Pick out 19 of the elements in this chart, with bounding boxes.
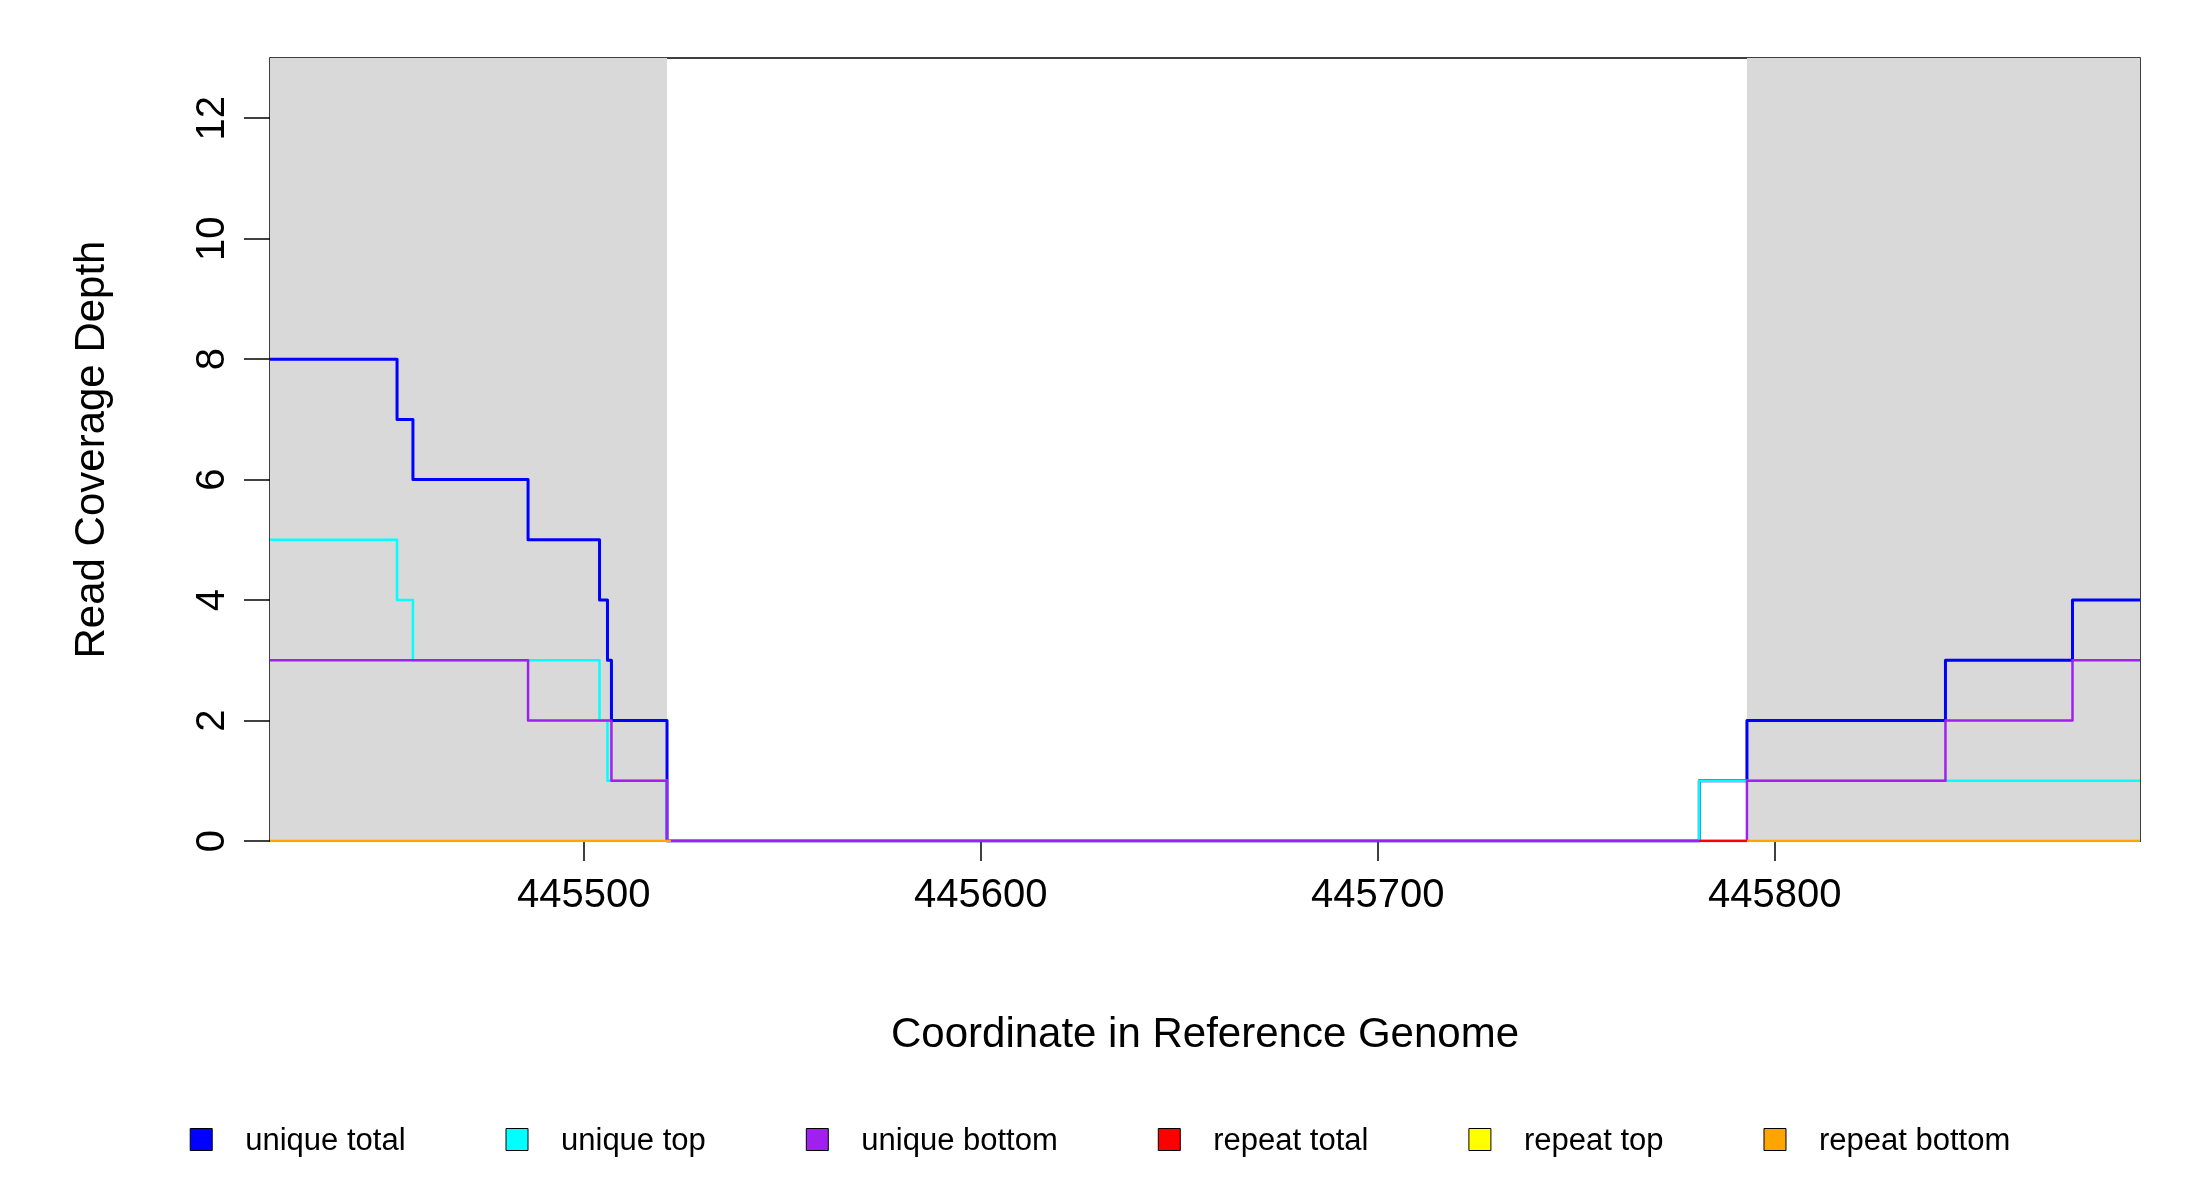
y-tick-label: 0 [188, 829, 232, 853]
x-tick-label: 445800 [1707, 871, 1842, 915]
legend-label: repeat total [1213, 1122, 1369, 1157]
x-tick-label: 445500 [516, 871, 651, 915]
y-tick-label: 2 [188, 709, 232, 732]
y-tick-label: 8 [188, 348, 232, 371]
legend-label: repeat bottom [1819, 1122, 2011, 1157]
legend-label: repeat top [1523, 1122, 1664, 1157]
x-tick-label: 445700 [1310, 871, 1445, 915]
legend-label: unique top [561, 1122, 706, 1157]
x-axis-title: Coordinate in Reference Genome [890, 1008, 1520, 1056]
y-tick-label: 6 [188, 468, 232, 491]
y-tick-label: 4 [188, 588, 232, 612]
y-tick-label: 10 [188, 216, 232, 261]
legend-label: unique bottom [861, 1122, 1058, 1157]
y-tick-label: 12 [188, 95, 232, 141]
legend-label: unique total [245, 1122, 406, 1157]
y-axis-title: Read Coverage Depth [65, 240, 113, 659]
x-tick-label: 445600 [913, 871, 1048, 915]
